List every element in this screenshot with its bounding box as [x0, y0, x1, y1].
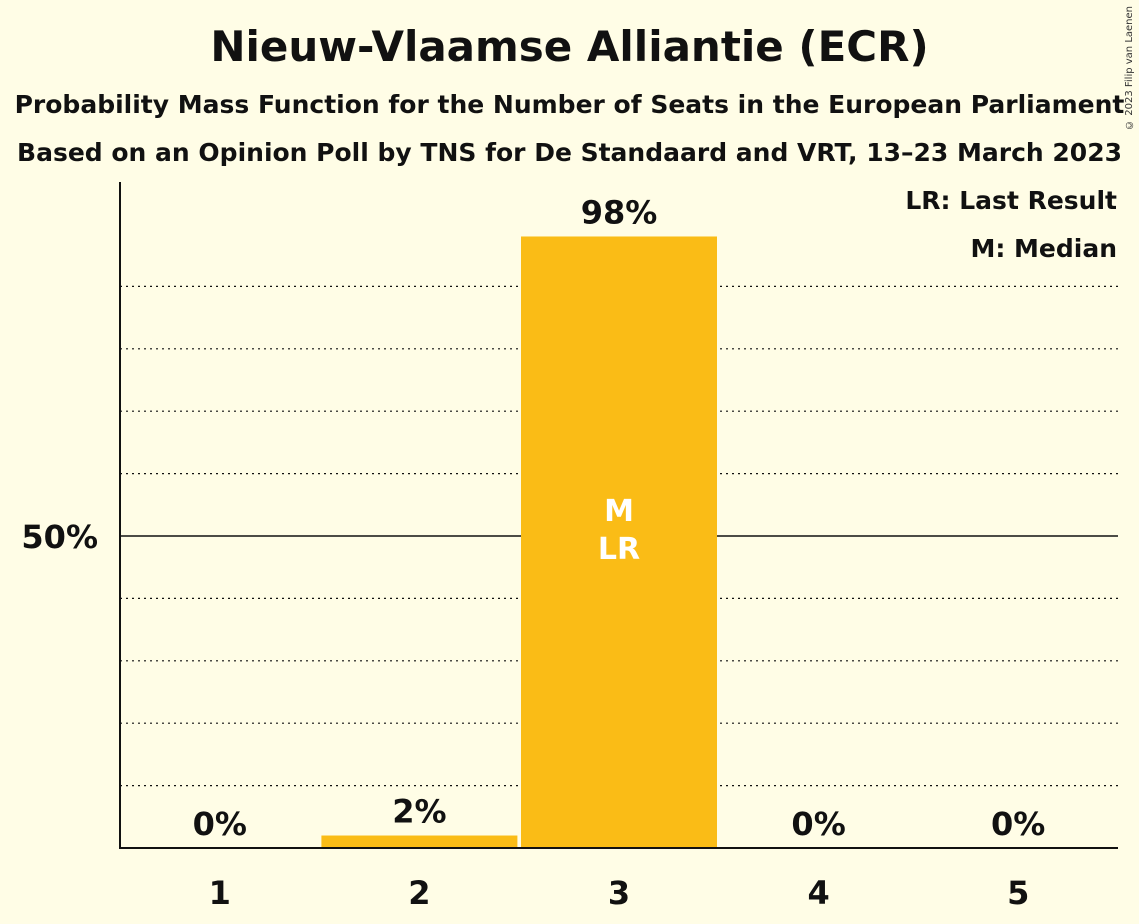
data-label-1: 0%	[193, 805, 247, 843]
x-tick-label-1: 1	[209, 874, 231, 912]
chart-source-subtitle: Based on an Opinion Poll by TNS for De S…	[17, 138, 1122, 167]
data-label-3: 98%	[581, 193, 658, 231]
chart-title: Nieuw-Vlaamse Alliantie (ECR)	[210, 22, 929, 71]
legend-median: M: Median	[970, 234, 1117, 263]
data-label-2: 2%	[392, 793, 446, 831]
x-tick-label-5: 5	[1007, 874, 1029, 912]
x-tick-label-3: 3	[608, 874, 630, 912]
x-tick-label-2: 2	[408, 874, 430, 912]
chart-subtitle: Probability Mass Function for the Number…	[14, 90, 1125, 119]
last-result-marker: LR	[598, 532, 640, 567]
data-label-4: 0%	[791, 805, 845, 843]
data-label-5: 0%	[991, 805, 1045, 843]
bars	[321, 236, 717, 849]
median-marker: M	[604, 494, 634, 529]
legend-last-result: LR: Last Result	[905, 186, 1117, 215]
value-labels: 0% 2% 98% MLR 0% 0%	[193, 193, 1046, 843]
axes: 50% 1 2 3 4 5	[21, 182, 1118, 912]
bar-3	[521, 236, 717, 849]
bar-2	[321, 835, 518, 848]
y-tick-label: 50%	[21, 518, 98, 556]
x-tick-label-4: 4	[807, 874, 829, 912]
